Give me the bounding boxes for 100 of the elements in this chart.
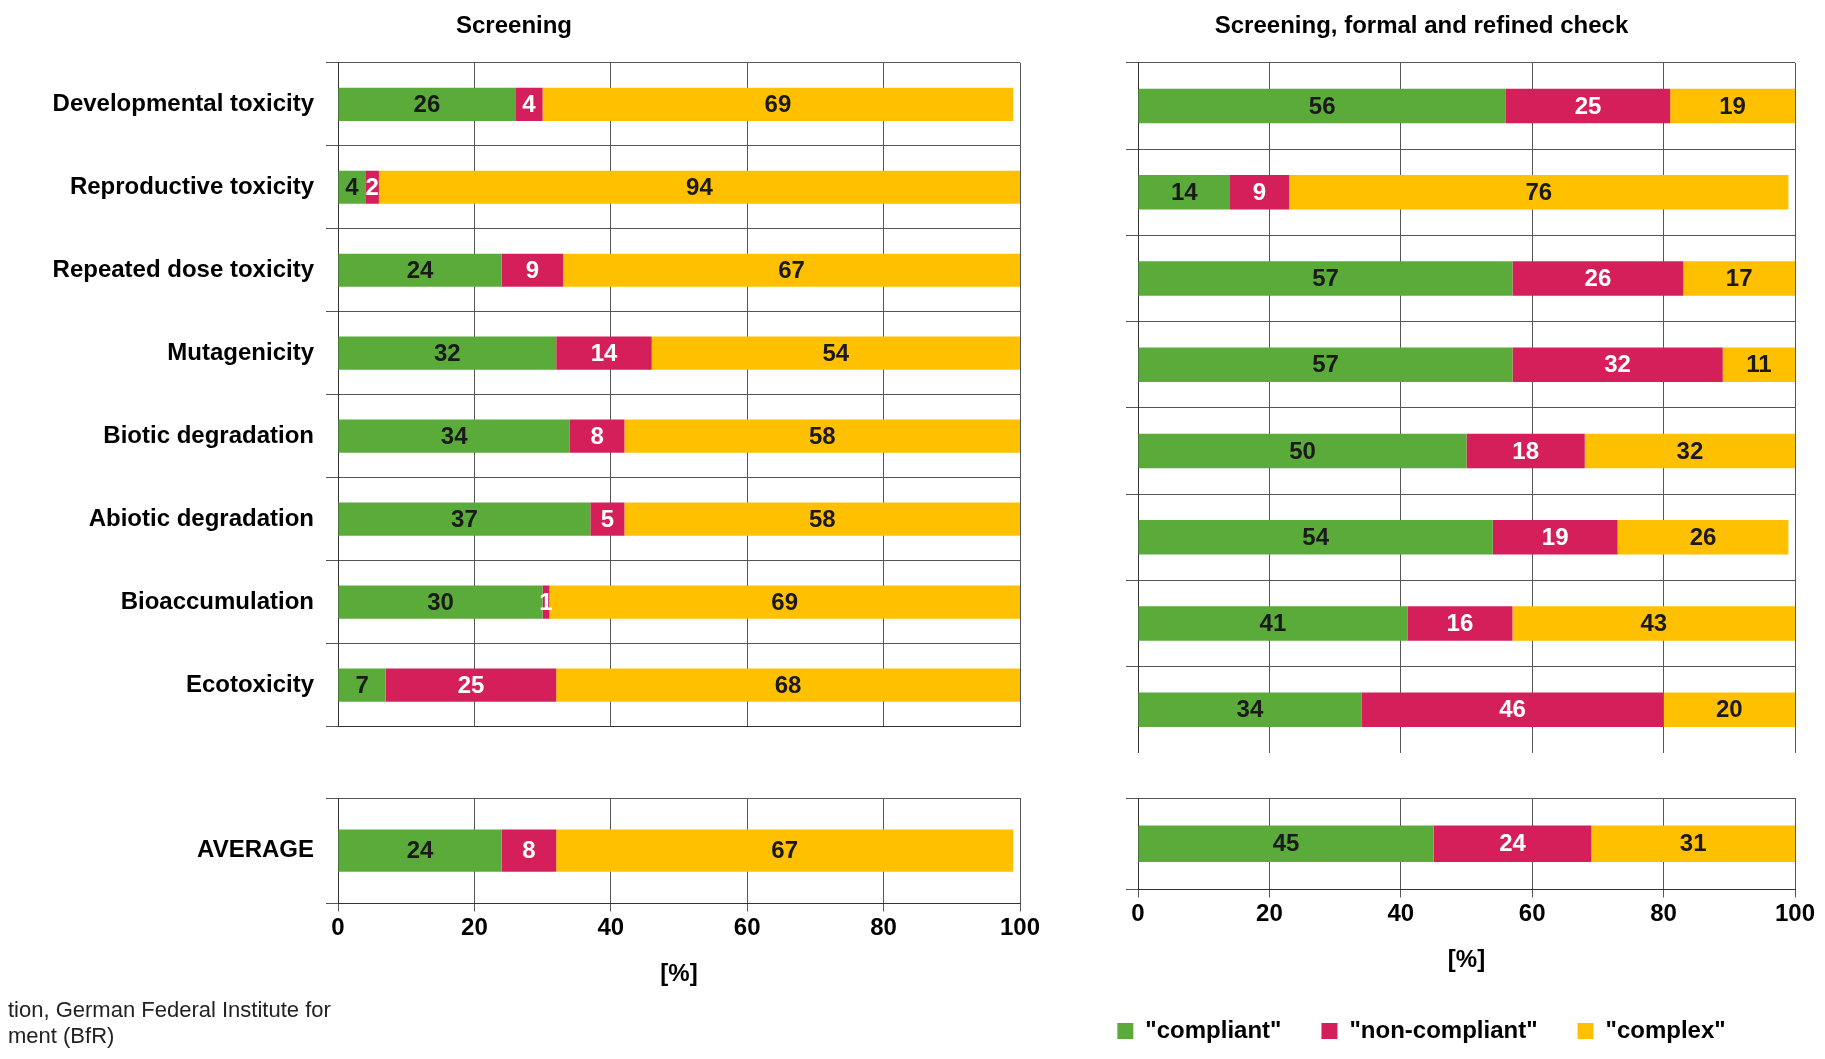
data-label: 67 xyxy=(771,836,799,864)
bar xyxy=(1138,347,1513,383)
data-label: 32 xyxy=(1676,436,1704,464)
bar xyxy=(1138,261,1513,296)
bar xyxy=(501,829,557,872)
data-label: 67 xyxy=(778,255,805,283)
bar xyxy=(1433,825,1592,862)
bar xyxy=(338,419,570,453)
x-tick-label: 20 xyxy=(1256,899,1283,927)
bar xyxy=(1512,606,1795,641)
data-label: 24 xyxy=(406,836,435,864)
bar xyxy=(1505,88,1671,124)
data-label: 9 xyxy=(525,255,540,283)
data-label: 2 xyxy=(365,172,379,200)
bar xyxy=(1512,261,1684,296)
bar xyxy=(1138,520,1493,555)
data-label: 56 xyxy=(1308,91,1336,119)
legend-label: "complex" xyxy=(1605,1015,1726,1043)
bar xyxy=(1138,692,1362,728)
data-label: 14 xyxy=(1170,177,1199,205)
bar xyxy=(338,502,591,536)
text: tion, German Federal Institute for ment (BfR) xyxy=(8,997,332,1049)
data-label: 26 xyxy=(413,89,441,117)
x-tick-label: 100 xyxy=(999,913,1041,941)
bar xyxy=(1663,692,1795,728)
x-tick-label: 80 xyxy=(1650,899,1677,927)
y-tick-label: Bioaccumulation xyxy=(120,586,314,614)
bar xyxy=(1512,347,1723,383)
x-axis-title: [%] xyxy=(1447,945,1486,973)
x-tick-label: 40 xyxy=(1387,899,1415,927)
bar xyxy=(651,336,1020,370)
data-label: 54 xyxy=(822,338,850,366)
bar xyxy=(556,829,1014,872)
data-label: 8 xyxy=(590,421,604,449)
bar xyxy=(556,668,1020,702)
bar xyxy=(1229,174,1290,210)
bar xyxy=(338,253,502,287)
y-tick-label: Abiotic degradation xyxy=(88,503,314,531)
data-label: 76 xyxy=(1525,177,1553,205)
data-label: 24 xyxy=(1499,829,1527,857)
data-label: 20 xyxy=(1715,695,1743,723)
bar xyxy=(624,502,1020,536)
bar xyxy=(338,829,502,872)
data-label: 58 xyxy=(808,504,836,532)
bar xyxy=(1289,174,1789,210)
data-label: 9 xyxy=(1252,177,1267,205)
legend-label: "non-compliant" xyxy=(1349,1015,1538,1043)
chart-title: Screening xyxy=(455,11,573,39)
data-label: 25 xyxy=(1574,91,1602,119)
bar xyxy=(338,668,386,702)
y-tick-label: Biotic degradation xyxy=(103,420,314,448)
y-tick-label: AVERAGE xyxy=(197,835,314,863)
data-label: 30 xyxy=(427,587,454,615)
bar xyxy=(556,336,652,370)
x-tick-label: 0 xyxy=(1131,899,1145,927)
bar xyxy=(1584,433,1795,469)
data-label: 4 xyxy=(522,89,537,117)
bar xyxy=(563,253,1020,287)
x-tick-label: 40 xyxy=(597,913,625,941)
data-label: 37 xyxy=(451,504,478,532)
legend-label: "compliant" xyxy=(1145,1015,1282,1043)
data-label: 68 xyxy=(774,670,802,698)
bar xyxy=(1138,825,1434,862)
y-tick-label: Ecotoxicity xyxy=(185,669,315,697)
bar xyxy=(1683,261,1795,296)
data-label: 57 xyxy=(1312,264,1339,292)
data-label: 69 xyxy=(764,89,792,117)
data-label: 69 xyxy=(771,587,799,615)
data-label: 19 xyxy=(1541,522,1569,550)
bar xyxy=(378,170,1020,204)
data-label: 31 xyxy=(1679,829,1707,857)
y-tick-label: Developmental toxicity xyxy=(52,88,315,116)
data-label: 26 xyxy=(1584,264,1612,292)
data-label: 58 xyxy=(808,421,836,449)
bar xyxy=(1138,606,1408,641)
bar xyxy=(624,419,1020,453)
data-label: 43 xyxy=(1640,609,1668,637)
x-tick-label: 20 xyxy=(461,913,488,941)
data-label: 94 xyxy=(686,172,714,200)
bar xyxy=(338,87,516,121)
bar xyxy=(1138,88,1506,124)
data-label: 34 xyxy=(440,421,469,449)
data-label: 46 xyxy=(1499,695,1526,723)
bar xyxy=(1670,88,1795,124)
data-label: 32 xyxy=(1604,350,1631,378)
bar xyxy=(1138,433,1467,469)
bar xyxy=(338,336,557,370)
chart-title: Screening, formal and refined check xyxy=(1214,11,1629,39)
y-tick-label: Mutagenicity xyxy=(167,337,315,365)
data-label: 19 xyxy=(1719,91,1746,119)
data-label: 16 xyxy=(1446,609,1474,637)
data-label: 14 xyxy=(590,338,618,366)
data-label: 45 xyxy=(1272,829,1300,857)
data-label: 7 xyxy=(355,670,369,698)
data-label: 54 xyxy=(1302,522,1330,550)
bar xyxy=(1361,692,1664,728)
bar xyxy=(501,253,564,287)
data-label: 25 xyxy=(457,670,485,698)
data-label: 17 xyxy=(1725,264,1753,292)
data-label: 26 xyxy=(1689,522,1717,550)
